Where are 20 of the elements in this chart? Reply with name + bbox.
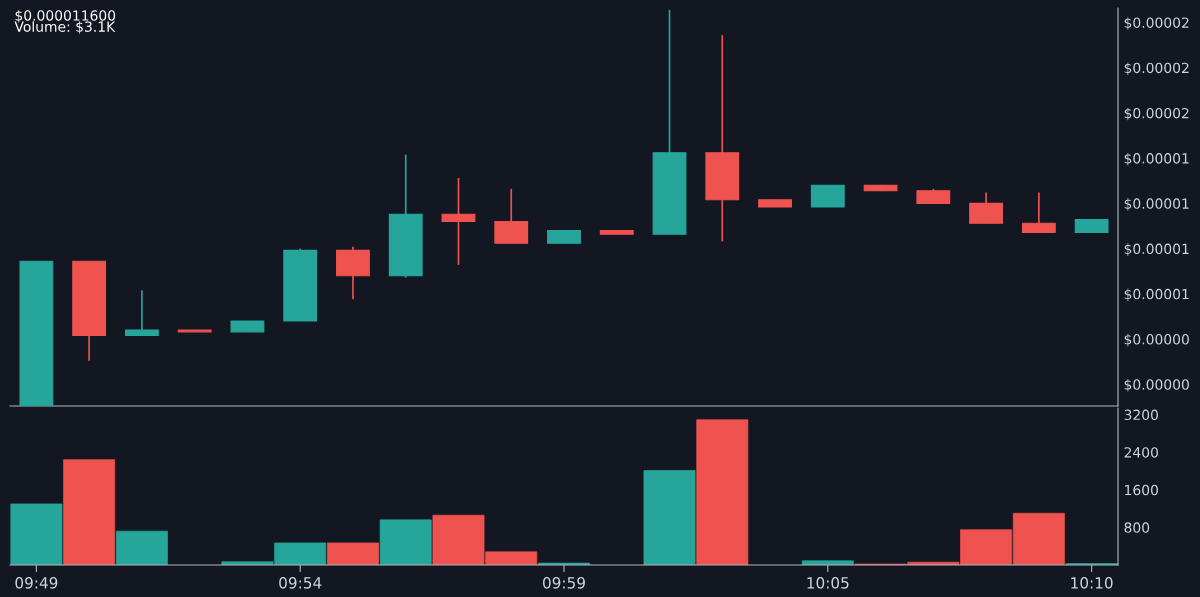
x-tick-label: 09:59 xyxy=(542,577,585,589)
y-tick-label: 800 xyxy=(1124,522,1150,533)
y-tick-label: $0.00002 xyxy=(1124,62,1189,76)
y-tick-label: $0.00001 xyxy=(1124,152,1189,166)
y-tick-label: 2400 xyxy=(1124,447,1158,458)
annotation: $0.000011600 xyxy=(15,9,116,23)
y-tick-label: 1600 xyxy=(1125,484,1158,496)
x-tick-label: 10:10 xyxy=(1071,577,1113,589)
x-tick-label: 09:54 xyxy=(279,577,322,589)
x-tick-label: 09:49 xyxy=(15,577,58,589)
y-tick-label: $0.00001 xyxy=(1124,288,1189,302)
y-tick-label: $0.00000 xyxy=(1124,379,1189,392)
y-tick-label: $0.00001 xyxy=(1124,198,1189,211)
y-tick-label: $0.00002 xyxy=(1124,17,1189,30)
x-tick-label: 10:05 xyxy=(807,577,849,589)
y-tick-label: $0.00002 xyxy=(1124,107,1189,121)
y-tick-label: $0.00001 xyxy=(1124,243,1189,256)
annotation: Volume: $3.1K xyxy=(14,21,116,34)
y-tick-label: $0.00000 xyxy=(1124,333,1189,347)
y-tick-label: 3200 xyxy=(1124,409,1158,421)
